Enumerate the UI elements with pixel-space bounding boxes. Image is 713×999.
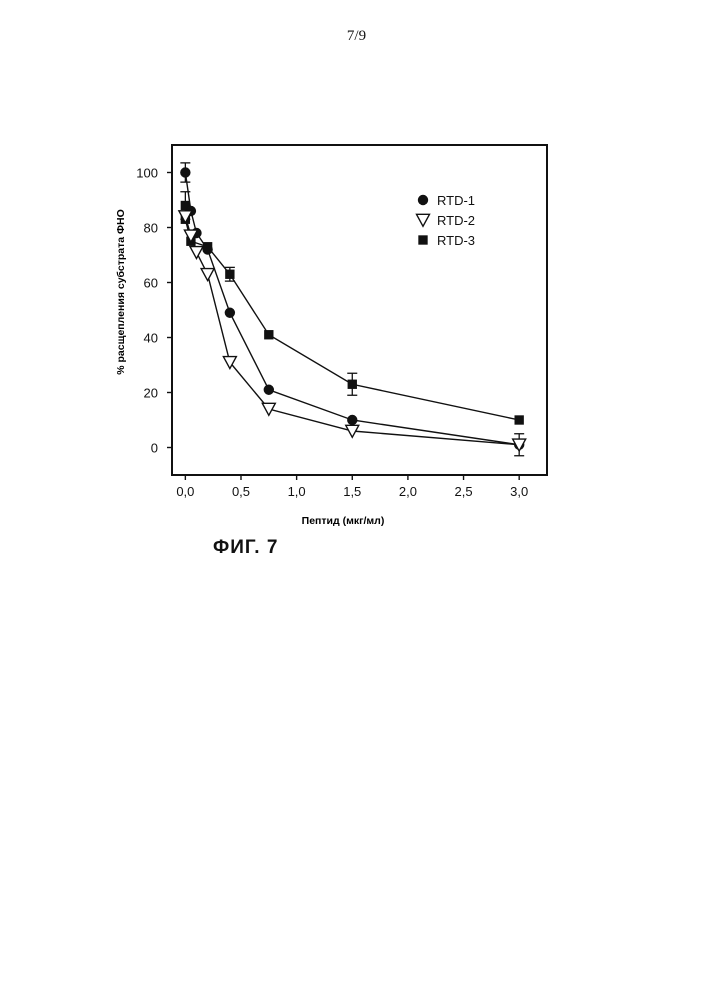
y-tick-label: 100 [136, 166, 158, 181]
data-point-circle [264, 385, 274, 395]
data-point-square [515, 415, 524, 424]
series-line [185, 217, 519, 445]
data-point-triangle [190, 247, 203, 259]
chart-legend: RTD-1 RTD-2 RTD-3 [417, 193, 476, 248]
data-point-triangle [417, 214, 430, 226]
y-tick-label: 0 [151, 441, 158, 456]
data-point-circle [418, 195, 428, 205]
data-point-circle [225, 308, 235, 318]
data-point-circle [180, 167, 190, 177]
data-point-triangle [201, 269, 214, 281]
data-point-circle [347, 415, 357, 425]
x-tick-label: 0,0 [176, 484, 194, 499]
x-tick-label: 2,0 [399, 484, 417, 499]
y-tick-label: 60 [144, 276, 158, 291]
data-point-square [348, 380, 357, 389]
data-point-square [225, 270, 234, 279]
figure-caption: ФИГ. 7 [213, 537, 278, 559]
x-tick-label: 1,0 [288, 484, 306, 499]
x-tick-label: 3,0 [510, 484, 528, 499]
x-tick-label: 0,5 [232, 484, 250, 499]
x-tick-label: 1,5 [343, 484, 361, 499]
legend-item-rtd-2: RTD-2 [417, 213, 476, 228]
x-tick-label: 2,5 [455, 484, 473, 499]
legend-item-rtd-3: RTD-3 [418, 233, 475, 248]
data-point-triangle [262, 403, 275, 415]
legend-label: RTD-3 [437, 233, 475, 248]
data-point-square [418, 235, 427, 244]
data-point-square [264, 330, 273, 339]
legend-label: RTD-1 [437, 193, 475, 208]
y-tick-label: 20 [144, 386, 158, 401]
y-axis-label: % расщепления субстрата ФНО [115, 209, 127, 374]
y-tick-label: 40 [144, 331, 158, 346]
y-tick-label: 80 [144, 221, 158, 236]
legend-label: RTD-2 [437, 213, 475, 228]
legend-item-rtd-1: RTD-1 [418, 193, 475, 208]
x-axis-label: Пептид (мкг/мл) [302, 515, 385, 527]
